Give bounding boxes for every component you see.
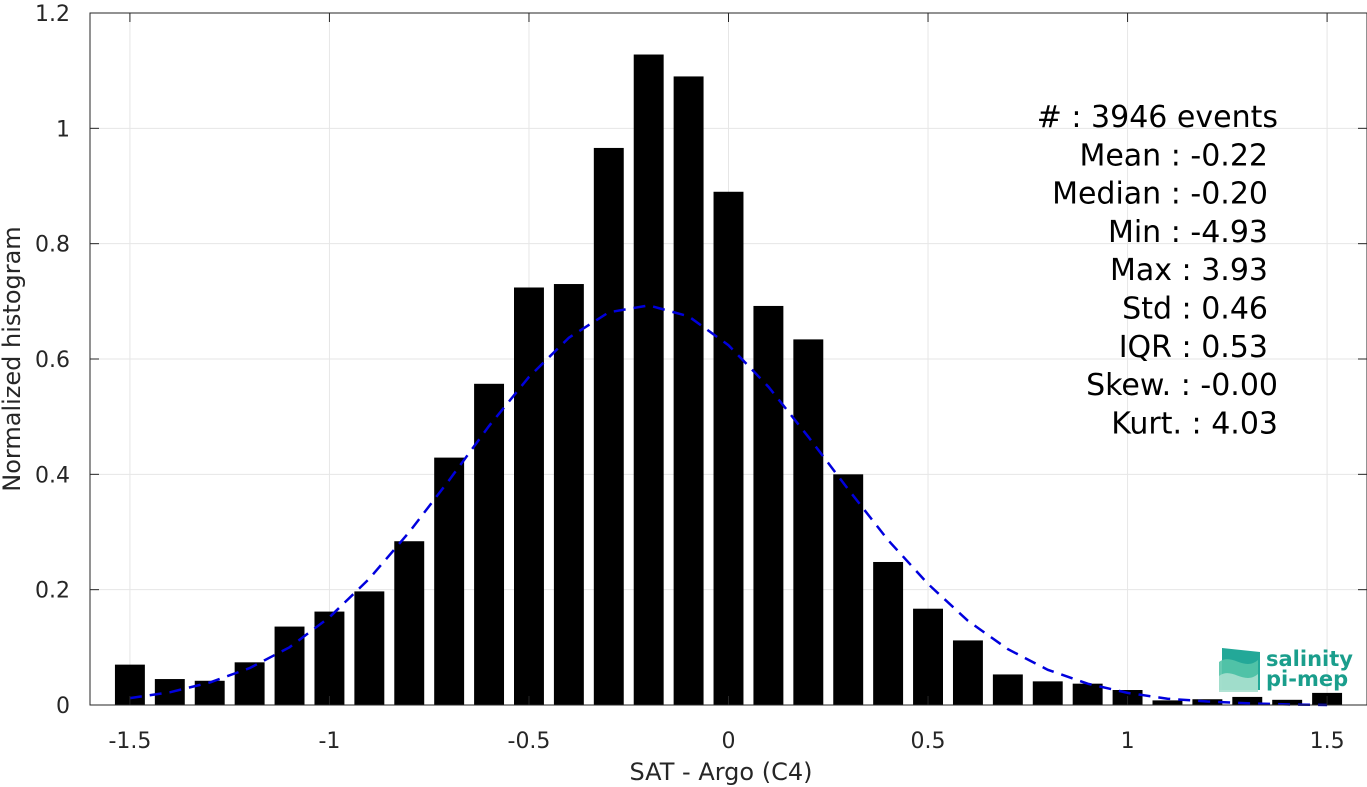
stat-line: Mean : -0.22	[1079, 138, 1268, 173]
y-tick-label: 1.2	[35, 2, 70, 27]
histogram-bar	[913, 608, 943, 705]
histogram-bar	[713, 191, 744, 705]
y-axis-label: Normalized histogram	[0, 226, 26, 491]
histogram-bar	[553, 284, 584, 705]
histogram-bar	[753, 305, 784, 705]
histogram-bar	[1072, 683, 1103, 705]
histogram-bar	[514, 287, 544, 705]
x-tick-label: -1.5	[108, 729, 151, 754]
histogram-bar	[673, 76, 704, 705]
stat-line: Min : -4.93	[1108, 215, 1268, 250]
y-tick-label: 0.4	[35, 463, 70, 488]
stat-line: Median : -0.20	[1052, 177, 1268, 212]
histogram-bar	[1232, 696, 1263, 705]
histogram-bar	[793, 339, 824, 705]
histogram-bar	[474, 383, 505, 705]
histogram-bars	[114, 54, 1343, 705]
normal-fit-curve	[129, 304, 1328, 707]
histogram-bar	[434, 457, 465, 705]
wave-logo-icon	[1219, 648, 1260, 692]
stat-line: Std : 0.46	[1122, 292, 1268, 327]
histogram-bar	[394, 541, 425, 705]
stat-line: Skew. : -0.00	[1086, 368, 1278, 403]
stat-line: Kurt. : 4.03	[1111, 406, 1278, 441]
histogram-bar	[593, 147, 624, 705]
x-tick-label: 0.5	[911, 729, 946, 754]
histogram-bar	[234, 662, 265, 705]
stat-line: IQR : 0.53	[1119, 330, 1268, 365]
y-tick-label: 0.8	[35, 233, 70, 258]
histogram-bar	[314, 611, 345, 705]
histogram-bar	[873, 561, 904, 705]
histogram-bar	[354, 591, 385, 705]
y-tick-label: 0	[56, 694, 70, 719]
x-axis-label: SAT - Argo (C4)	[630, 758, 813, 786]
x-tick-label: -0.5	[508, 729, 551, 754]
y-tick-label: 0.6	[35, 348, 70, 373]
y-tick-label: 1	[56, 117, 70, 142]
y-axis-ticks: 0 0.2 0.4 0.6 0.8 1 1.2	[35, 2, 1367, 719]
histogram-bar	[633, 54, 664, 705]
histogram-bar	[952, 640, 983, 705]
x-tick-label: -1	[318, 729, 340, 754]
salinity-pi-mep-logo: salinity pi-mep	[1219, 647, 1353, 692]
stat-line: Max : 3.93	[1110, 253, 1268, 288]
logo-text-line2: pi-mep	[1266, 667, 1348, 691]
histogram-bar	[833, 474, 864, 705]
stat-line: # : 3946 events	[1037, 100, 1278, 135]
logo-text-line1: salinity	[1266, 647, 1353, 671]
x-tick-label: 0	[722, 729, 736, 754]
histogram-bar	[1032, 681, 1063, 705]
x-tick-label: 1.5	[1310, 729, 1345, 754]
y-tick-label: 0.2	[35, 579, 70, 604]
histogram-bar	[1152, 700, 1183, 705]
x-axis-ticks: -1.5 -1 -0.5 0 0.5 1 1.5	[108, 13, 1345, 754]
x-tick-label: 1	[1121, 729, 1135, 754]
histogram-bar	[992, 674, 1023, 705]
histogram-bar	[1272, 699, 1303, 705]
